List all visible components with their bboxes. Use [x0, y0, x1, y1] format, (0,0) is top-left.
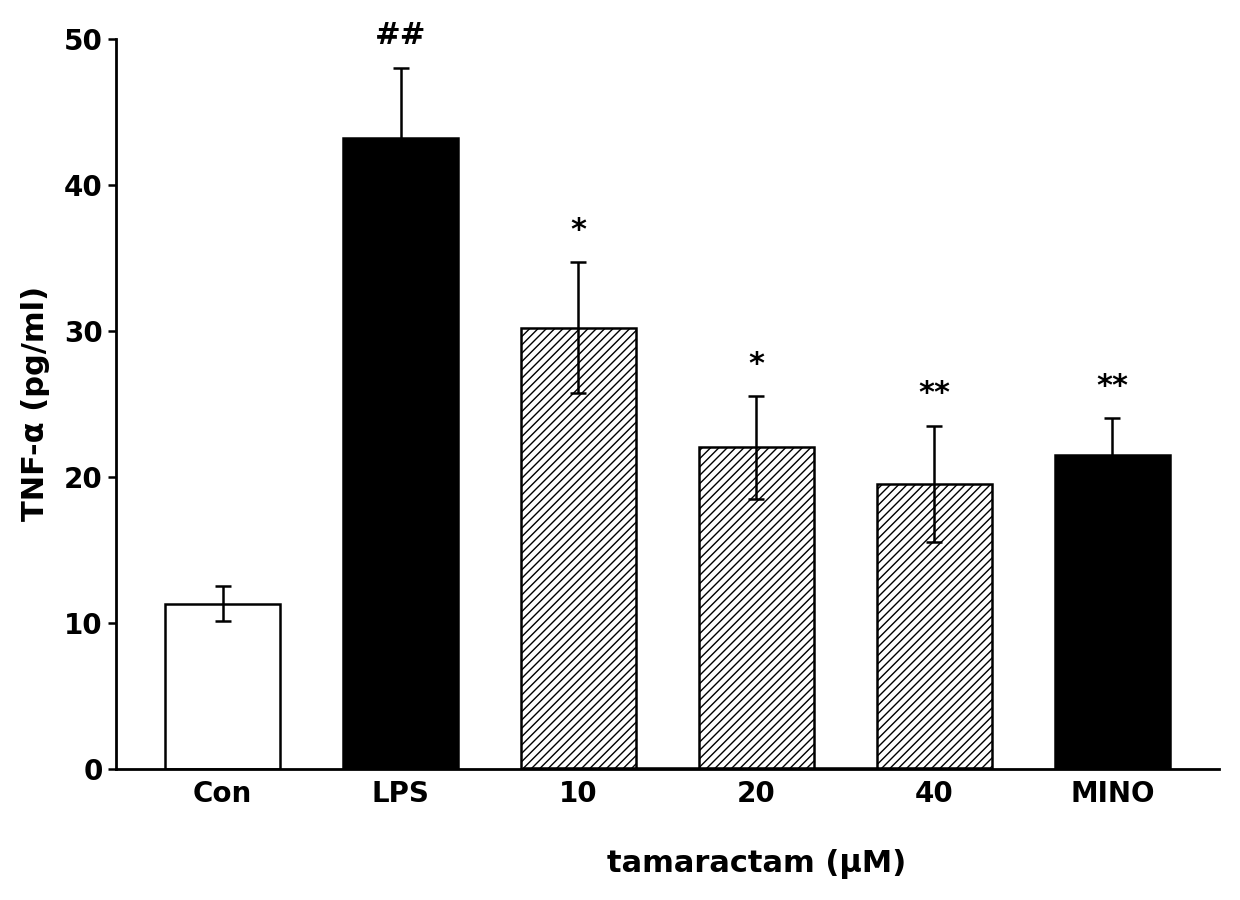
Bar	[877, 484, 992, 769]
Text: **: **	[919, 379, 950, 408]
Text: ##: ##	[374, 22, 427, 50]
Y-axis label: TNF-α (pg/ml): TNF-α (pg/ml)	[21, 286, 50, 521]
Text: tamaractam (μM): tamaractam (μM)	[606, 850, 906, 879]
Text: *: *	[570, 216, 587, 245]
Bar	[1054, 454, 1171, 769]
Bar	[165, 604, 280, 769]
Bar	[698, 447, 815, 769]
Bar	[521, 328, 636, 769]
Text: *: *	[749, 350, 765, 379]
Bar	[342, 138, 459, 769]
Text: **: **	[1096, 372, 1128, 400]
